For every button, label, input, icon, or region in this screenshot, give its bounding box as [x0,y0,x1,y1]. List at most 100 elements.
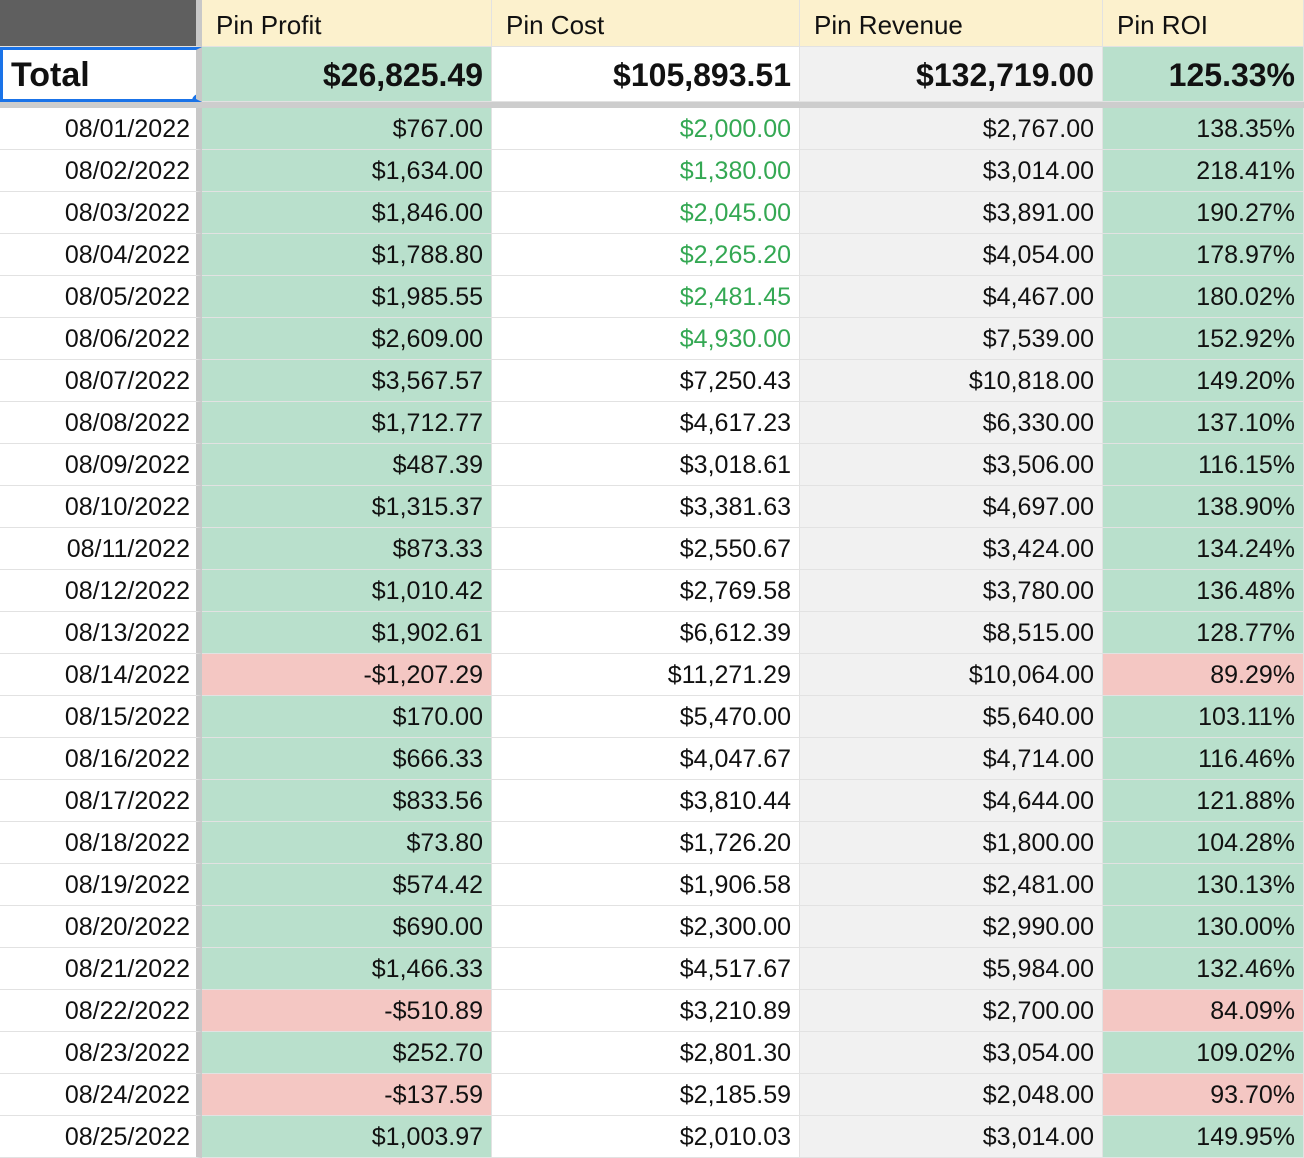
total-revenue[interactable]: $132,719.00 [800,47,1103,102]
cost-cell[interactable]: $2,801.30 [492,1032,800,1074]
cost-cell[interactable]: $6,612.39 [492,612,800,654]
roi-cell[interactable]: 104.28% [1103,822,1304,864]
selection-fill-handle[interactable] [190,92,196,99]
revenue-cell[interactable]: $3,014.00 [800,1116,1103,1158]
roi-cell[interactable]: 130.13% [1103,864,1304,906]
profit-cell[interactable]: $833.56 [202,780,492,822]
revenue-cell[interactable]: $5,984.00 [800,948,1103,990]
date-cell[interactable]: 08/05/2022 [0,276,202,318]
revenue-cell[interactable]: $4,467.00 [800,276,1103,318]
revenue-cell[interactable]: $2,700.00 [800,990,1103,1032]
roi-cell[interactable]: 149.20% [1103,360,1304,402]
profit-cell[interactable]: $574.42 [202,864,492,906]
profit-cell[interactable]: $1,003.97 [202,1116,492,1158]
roi-cell[interactable]: 138.90% [1103,486,1304,528]
roi-cell[interactable]: 138.35% [1103,108,1304,150]
revenue-cell[interactable]: $3,014.00 [800,150,1103,192]
header-pin-profit[interactable]: Pin Profit [202,0,492,47]
profit-cell[interactable]: $1,712.77 [202,402,492,444]
revenue-cell[interactable]: $4,644.00 [800,780,1103,822]
roi-cell[interactable]: 132.46% [1103,948,1304,990]
revenue-cell[interactable]: $3,780.00 [800,570,1103,612]
profit-cell[interactable]: $252.70 [202,1032,492,1074]
profit-cell[interactable]: -$1,207.29 [202,654,492,696]
roi-cell[interactable]: 103.11% [1103,696,1304,738]
date-cell[interactable]: 08/24/2022 [0,1074,202,1116]
cost-cell[interactable]: $2,550.67 [492,528,800,570]
roi-cell[interactable]: 128.77% [1103,612,1304,654]
cost-cell[interactable]: $2,300.00 [492,906,800,948]
total-profit[interactable]: $26,825.49 [202,47,492,102]
roi-cell[interactable]: 218.41% [1103,150,1304,192]
profit-cell[interactable]: $2,609.00 [202,318,492,360]
revenue-cell[interactable]: $4,697.00 [800,486,1103,528]
roi-cell[interactable]: 130.00% [1103,906,1304,948]
roi-cell[interactable]: 84.09% [1103,990,1304,1032]
roi-cell[interactable]: 116.46% [1103,738,1304,780]
date-cell[interactable]: 08/15/2022 [0,696,202,738]
date-cell[interactable]: 08/13/2022 [0,612,202,654]
total-roi[interactable]: 125.33% [1103,47,1304,102]
profit-cell[interactable]: $1,634.00 [202,150,492,192]
cost-cell[interactable]: $11,271.29 [492,654,800,696]
date-cell[interactable]: 08/25/2022 [0,1116,202,1158]
revenue-cell[interactable]: $4,714.00 [800,738,1103,780]
roi-cell[interactable]: 89.29% [1103,654,1304,696]
cost-cell[interactable]: $2,045.00 [492,192,800,234]
roi-cell[interactable]: 190.27% [1103,192,1304,234]
revenue-cell[interactable]: $5,640.00 [800,696,1103,738]
date-cell[interactable]: 08/03/2022 [0,192,202,234]
revenue-cell[interactable]: $7,539.00 [800,318,1103,360]
revenue-cell[interactable]: $10,064.00 [800,654,1103,696]
date-cell[interactable]: 08/17/2022 [0,780,202,822]
header-pin-cost[interactable]: Pin Cost [492,0,800,47]
roi-cell[interactable]: 180.02% [1103,276,1304,318]
date-cell[interactable]: 08/12/2022 [0,570,202,612]
date-cell[interactable]: 08/11/2022 [0,528,202,570]
roi-cell[interactable]: 121.88% [1103,780,1304,822]
revenue-cell[interactable]: $3,506.00 [800,444,1103,486]
profit-cell[interactable]: $1,315.37 [202,486,492,528]
date-cell[interactable]: 08/04/2022 [0,234,202,276]
revenue-cell[interactable]: $3,891.00 [800,192,1103,234]
profit-cell[interactable]: $1,902.61 [202,612,492,654]
revenue-cell[interactable]: $3,054.00 [800,1032,1103,1074]
date-cell[interactable]: 08/07/2022 [0,360,202,402]
cost-cell[interactable]: $4,047.67 [492,738,800,780]
profit-cell[interactable]: $873.33 [202,528,492,570]
cost-cell[interactable]: $2,000.00 [492,108,800,150]
date-cell[interactable]: 08/01/2022 [0,108,202,150]
date-cell[interactable]: 08/21/2022 [0,948,202,990]
date-cell[interactable]: 08/02/2022 [0,150,202,192]
cost-cell[interactable]: $5,470.00 [492,696,800,738]
revenue-cell[interactable]: $1,800.00 [800,822,1103,864]
cost-cell[interactable]: $1,726.20 [492,822,800,864]
cost-cell[interactable]: $3,810.44 [492,780,800,822]
revenue-cell[interactable]: $10,818.00 [800,360,1103,402]
revenue-cell[interactable]: $4,054.00 [800,234,1103,276]
revenue-cell[interactable]: $2,990.00 [800,906,1103,948]
date-cell[interactable]: 08/20/2022 [0,906,202,948]
cost-cell[interactable]: $2,010.03 [492,1116,800,1158]
revenue-cell[interactable]: $8,515.00 [800,612,1103,654]
profit-cell[interactable]: $1,466.33 [202,948,492,990]
roi-cell[interactable]: 149.95% [1103,1116,1304,1158]
date-cell[interactable]: 08/22/2022 [0,990,202,1032]
date-cell[interactable]: 08/06/2022 [0,318,202,360]
cost-cell[interactable]: $2,265.20 [492,234,800,276]
date-cell[interactable]: 08/14/2022 [0,654,202,696]
date-cell[interactable]: 08/10/2022 [0,486,202,528]
roi-cell[interactable]: 137.10% [1103,402,1304,444]
cost-cell[interactable]: $7,250.43 [492,360,800,402]
cost-cell[interactable]: $3,018.61 [492,444,800,486]
date-cell[interactable]: 08/23/2022 [0,1032,202,1074]
date-cell[interactable]: 08/09/2022 [0,444,202,486]
cost-cell[interactable]: $2,185.59 [492,1074,800,1116]
total-label-cell[interactable]: Total [0,47,202,102]
profit-cell[interactable]: -$137.59 [202,1074,492,1116]
profit-cell[interactable]: $666.33 [202,738,492,780]
cost-cell[interactable]: $2,481.45 [492,276,800,318]
cost-cell[interactable]: $4,617.23 [492,402,800,444]
header-pin-revenue[interactable]: Pin Revenue [800,0,1103,47]
cost-cell[interactable]: $1,380.00 [492,150,800,192]
